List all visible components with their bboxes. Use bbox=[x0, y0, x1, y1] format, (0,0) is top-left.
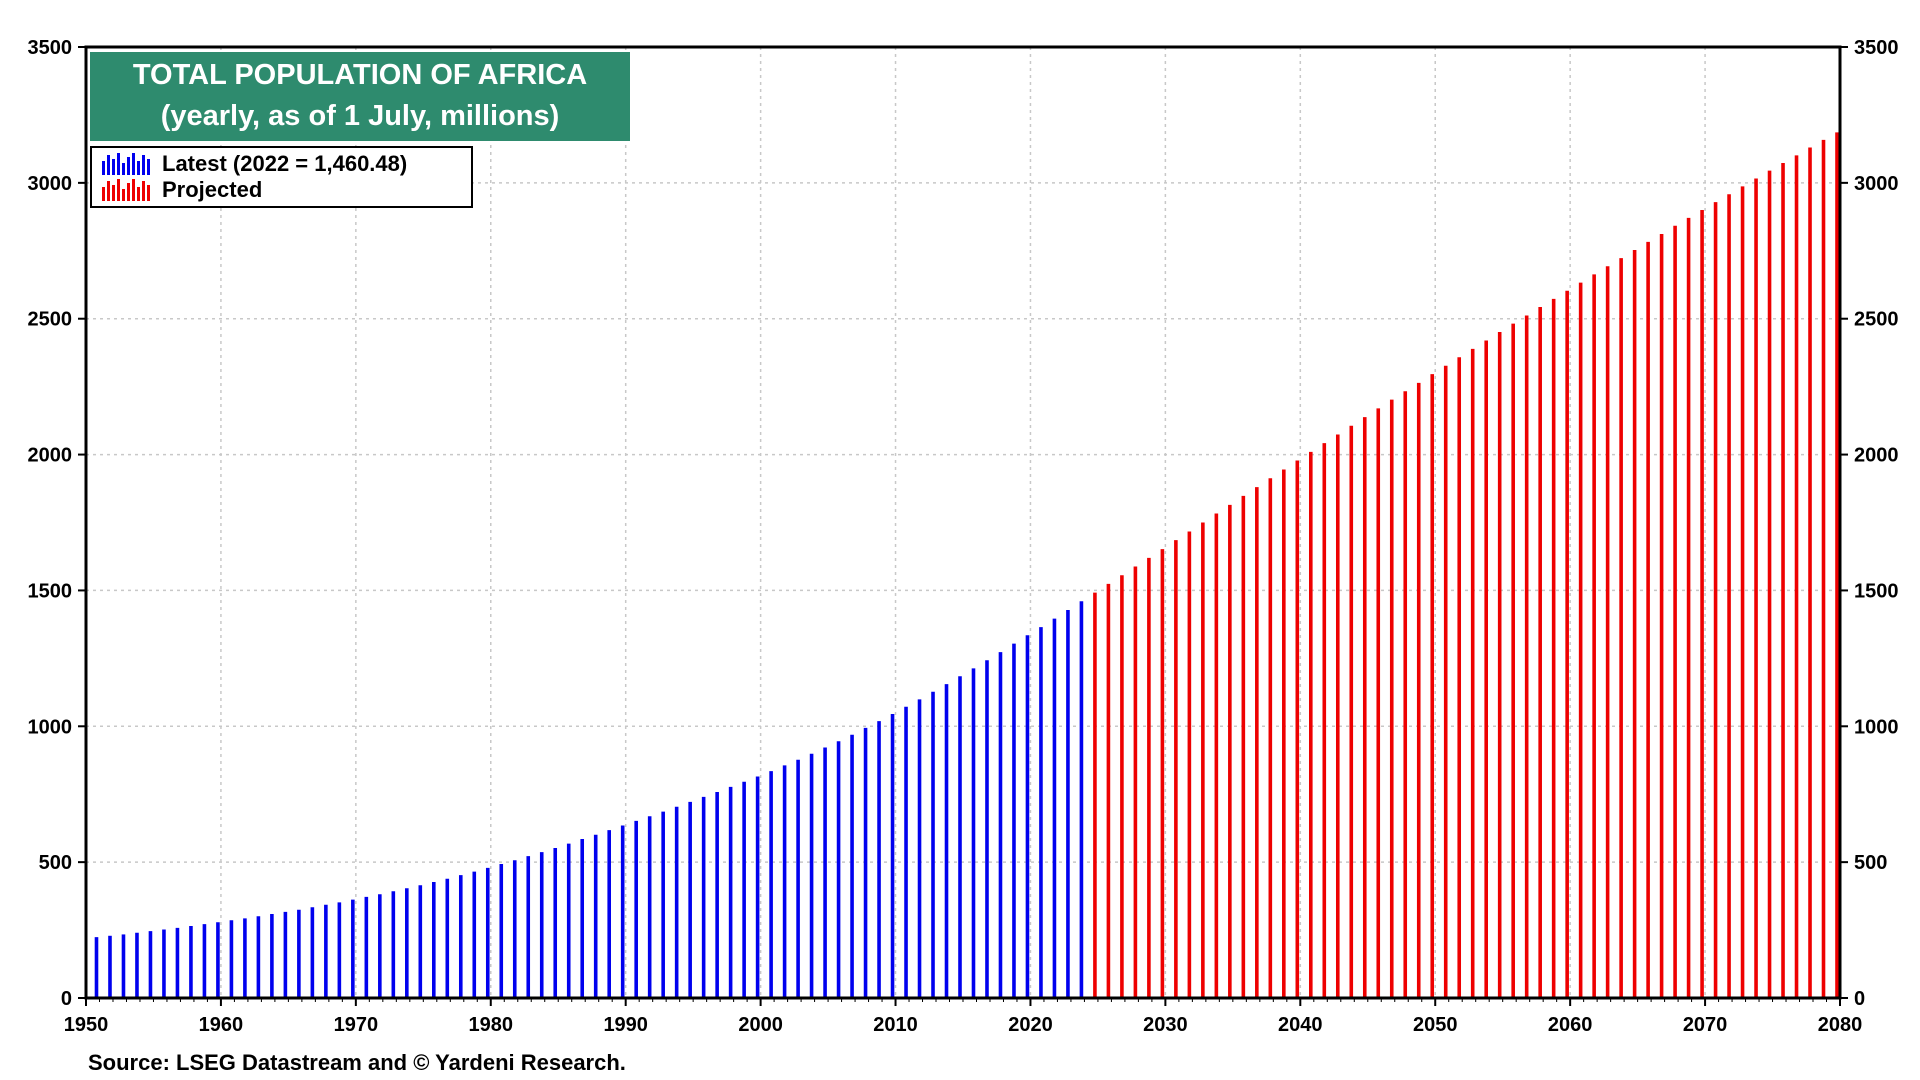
y-tick-label-left: 3000 bbox=[28, 173, 73, 195]
x-tick-label: 2050 bbox=[1413, 1014, 1458, 1036]
x-tick-label: 2020 bbox=[1008, 1014, 1053, 1036]
x-tick-label: 2030 bbox=[1143, 1014, 1188, 1036]
x-tick-label: 1960 bbox=[199, 1014, 244, 1036]
legend-swatch-bar bbox=[137, 187, 140, 201]
legend-swatch-bar bbox=[107, 181, 110, 201]
legend-swatch-bar bbox=[132, 153, 135, 175]
x-tick-label: 1970 bbox=[334, 1014, 379, 1036]
y-tick-label-left: 1500 bbox=[28, 580, 73, 602]
y-tick-label-left: 1000 bbox=[28, 716, 73, 738]
y-tick-label-left: 3500 bbox=[28, 37, 73, 59]
y-tick-label-left: 2000 bbox=[28, 445, 73, 467]
y-tick-label-right: 2500 bbox=[1854, 309, 1899, 331]
x-tick-label: 1950 bbox=[64, 1014, 109, 1036]
legend: Latest (2022 = 1,460.48) Projected bbox=[90, 146, 473, 208]
legend-item-latest: Latest (2022 = 1,460.48) bbox=[100, 151, 407, 177]
bars-group bbox=[94, 132, 1839, 998]
x-tick-label: 2040 bbox=[1278, 1014, 1323, 1036]
x-tick-label: 1980 bbox=[469, 1014, 514, 1036]
legend-swatch-bar bbox=[112, 185, 115, 201]
y-tick-label-right: 2000 bbox=[1854, 445, 1899, 467]
legend-swatch-bar bbox=[127, 157, 130, 175]
legend-swatch-bar bbox=[122, 163, 125, 175]
legend-swatch-bar bbox=[112, 159, 115, 175]
legend-swatch-bar bbox=[137, 161, 140, 175]
legend-label-projected: Projected bbox=[162, 177, 263, 202]
x-tick-label: 2060 bbox=[1548, 1014, 1593, 1036]
x-tick-label: 2000 bbox=[738, 1014, 783, 1036]
chart-subtitle: (yearly, as of 1 July, millions) bbox=[160, 100, 560, 132]
x-tick-label: 1990 bbox=[603, 1014, 648, 1036]
y-tick-label-left: 500 bbox=[39, 852, 72, 874]
y-axis-right: 0 500 1000 1500 2000 2500 3000 3500 bbox=[1840, 37, 1899, 1010]
y-tick-label-right: 1000 bbox=[1854, 716, 1899, 738]
chart-title-box: TOTAL POPULATION OF AFRICA (yearly, as o… bbox=[90, 52, 630, 141]
legend-swatch-projected bbox=[102, 179, 150, 201]
x-tick-label: 2070 bbox=[1683, 1014, 1728, 1036]
y-tick-label-right: 1500 bbox=[1854, 580, 1899, 602]
legend-swatch-bar bbox=[107, 155, 110, 175]
y-tick-label-right: 3500 bbox=[1854, 37, 1899, 59]
legend-swatch-bar bbox=[147, 185, 150, 201]
y-tick-label-right: 500 bbox=[1854, 852, 1887, 874]
legend-swatch-bar bbox=[117, 153, 120, 175]
x-tick-label: 2080 bbox=[1818, 1014, 1863, 1036]
source-note: Source: LSEG Datastream and © Yardeni Re… bbox=[88, 1050, 626, 1075]
legend-swatch-bar bbox=[127, 183, 130, 201]
legend-item-projected: Projected bbox=[100, 177, 262, 203]
y-tick-label-right: 3000 bbox=[1854, 173, 1899, 195]
legend-swatch-bar bbox=[122, 189, 125, 201]
legend-swatch-bar bbox=[102, 161, 105, 175]
legend-swatch-latest bbox=[102, 153, 150, 175]
chart-title: TOTAL POPULATION OF AFRICA bbox=[132, 59, 588, 91]
legend-swatch-bar bbox=[147, 159, 150, 175]
y-axis-left: 0 500 1000 1500 2000 2500 3000 3500 bbox=[28, 37, 86, 1010]
legend-label-latest: Latest (2022 = 1,460.48) bbox=[162, 151, 408, 176]
x-tick-label: 2010 bbox=[873, 1014, 918, 1036]
x-axis: 1950 1960 1970 1980 1990 2000 2010 2020 2030 2040… bbox=[64, 998, 1863, 1036]
grid-lines bbox=[86, 47, 1840, 998]
legend-swatch-bar bbox=[117, 179, 120, 201]
y-tick-label-right: 0 bbox=[1854, 988, 1865, 1010]
legend-swatch-bar bbox=[102, 187, 105, 201]
legend-swatch-bar bbox=[142, 155, 145, 175]
legend-swatch-bar bbox=[132, 179, 135, 201]
legend-swatch-bar bbox=[142, 181, 145, 201]
y-tick-label-left: 2500 bbox=[28, 309, 73, 331]
y-tick-label-left: 0 bbox=[61, 988, 72, 1010]
